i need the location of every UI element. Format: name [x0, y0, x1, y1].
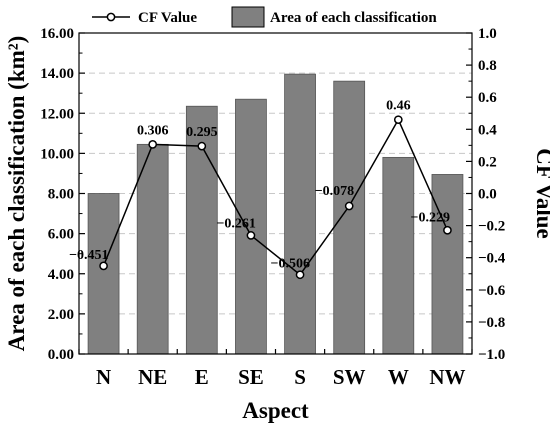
right-tick-label: 0.0	[478, 187, 497, 203]
cf-label-n: −0.451	[69, 248, 108, 263]
x-tick-label-sw: SW	[333, 365, 366, 389]
right-axis: −1.0 −0.8 −0.6 −0.4 −0.2 0.0 0.2 0.4 0.6 0.8 1.0	[466, 26, 506, 363]
x-tick-label-se: SE	[238, 365, 264, 389]
right-tick-label: −0.6	[478, 283, 506, 299]
cf-label-ne: 0.306	[137, 123, 169, 138]
x-tick-label-ne: NE	[138, 365, 167, 389]
right-tick-label: −0.4	[478, 251, 506, 267]
legend-line-marker	[106, 12, 116, 22]
x-tick-label-e: E	[195, 365, 209, 389]
cf-label-nw: −0.229	[411, 210, 450, 225]
left-tick-label: 4.00	[48, 267, 74, 283]
right-tick-label: −0.8	[478, 315, 505, 331]
bar-n	[87, 193, 120, 355]
cf-label-e: 0.295	[186, 125, 218, 140]
left-tick-label: 2.00	[48, 307, 74, 323]
cf-point-w	[393, 115, 403, 125]
right-tick-label: 1.0	[478, 26, 497, 42]
cf-point-e	[197, 141, 207, 151]
left-axis: 0.00 2.00 4.00 6.00 8.00 10.00 12.00 14.00 16.00	[40, 26, 85, 363]
cf-label-se: −0.261	[216, 216, 255, 231]
cf-data-labels: −0.451 0.306 0.295 −0.261 −0.506 −0.078 0.46 −0…	[69, 99, 450, 272]
left-tick-label: 0.00	[48, 347, 74, 363]
cf-points	[99, 115, 452, 280]
left-tick-label: 8.00	[48, 187, 74, 203]
cf-label-w: 0.46	[386, 99, 411, 114]
x-tick-label-w: W	[388, 365, 409, 389]
left-axis-title: Area of each classification (km²)	[4, 36, 29, 352]
left-tick-label: 14.00	[40, 66, 74, 82]
bars	[87, 73, 464, 355]
right-tick-label: 0.2	[478, 154, 497, 170]
cf-point-n	[99, 261, 108, 271]
legend: CF Value Area of each classification	[92, 6, 437, 28]
cf-label-s: −0.506	[270, 257, 309, 272]
cf-point-sw	[344, 201, 354, 211]
x-axis-title: Aspect	[242, 398, 309, 423]
cf-point-nw	[443, 225, 452, 235]
cf-label-sw: −0.078	[315, 184, 354, 199]
x-tick-label-n: N	[96, 365, 111, 389]
legend-bar-swatch	[231, 6, 265, 28]
left-tick-label: 10.00	[40, 146, 74, 162]
cf-line	[102, 118, 449, 276]
bar-nw	[431, 174, 464, 355]
bar-se	[235, 98, 267, 355]
x-axis: N NE E SE S SW W NW	[78, 349, 473, 389]
left-tick-label: 16.00	[40, 26, 74, 42]
x-tick-label-nw: NW	[429, 365, 465, 389]
cf-point-se	[246, 231, 256, 240]
cf-point-ne	[148, 140, 158, 149]
legend-label-line: CF Value	[138, 10, 197, 26]
left-tick-label: 12.00	[40, 106, 74, 122]
bar-w	[382, 156, 415, 355]
right-tick-label: 0.8	[478, 58, 497, 74]
x-tick-label-s: S	[294, 365, 306, 389]
right-tick-label: 0.6	[478, 90, 497, 106]
left-tick-label: 6.00	[48, 227, 74, 243]
right-tick-label: −0.2	[478, 219, 505, 235]
right-axis-title: CF Value	[532, 148, 550, 239]
cf-line-path	[102, 118, 449, 276]
right-tick-label: 0.4	[478, 122, 497, 138]
legend-label-bar: Area of each classification	[270, 10, 437, 26]
bar-sw	[333, 80, 366, 355]
bar-s	[284, 73, 316, 355]
right-tick-label: −1.0	[478, 347, 505, 363]
bar-ne	[136, 143, 169, 355]
cf-point-s	[295, 270, 305, 280]
